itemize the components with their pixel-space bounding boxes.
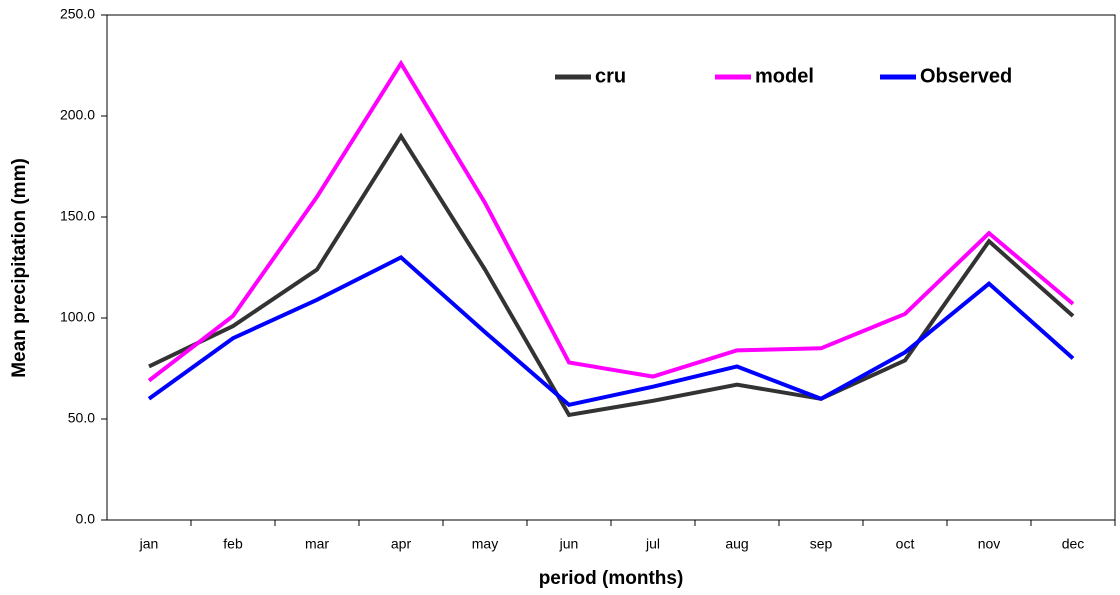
legend-label: Observed [920, 65, 1012, 87]
series-line [147, 59, 1075, 383]
plot-frame [106, 14, 1116, 521]
x-tick-label: nov [978, 536, 1001, 552]
y-tick-label: 150.0 [60, 208, 95, 224]
legend-label: cru [595, 65, 626, 87]
x-tick-label: feb [223, 536, 243, 552]
x-tick-label: oct [896, 536, 915, 552]
x-tick-label: jul [645, 536, 660, 552]
x-tick-label: jun [559, 536, 579, 552]
x-tick-label: dec [1062, 536, 1085, 552]
x-tick-label: aug [725, 536, 748, 552]
legend-label: model [755, 65, 814, 87]
x-tick-label: jan [139, 536, 159, 552]
series-line [148, 132, 1075, 418]
y-tick-label: 100.0 [60, 309, 95, 325]
y-tick-label: 0.0 [76, 511, 96, 527]
x-tick-label: may [472, 536, 498, 552]
y-tick-label: 200.0 [60, 107, 95, 123]
x-axis-title: period (months) [539, 568, 684, 589]
x-tick-label: apr [391, 536, 412, 552]
x-tick-label: sep [810, 536, 833, 552]
y-axis-title: Mean precipitation (mm) [9, 158, 30, 378]
y-tick-label: 50.0 [68, 410, 95, 426]
x-tick-label: mar [305, 536, 329, 552]
series-line [147, 255, 1075, 408]
y-tick-label: 250.0 [60, 6, 95, 22]
